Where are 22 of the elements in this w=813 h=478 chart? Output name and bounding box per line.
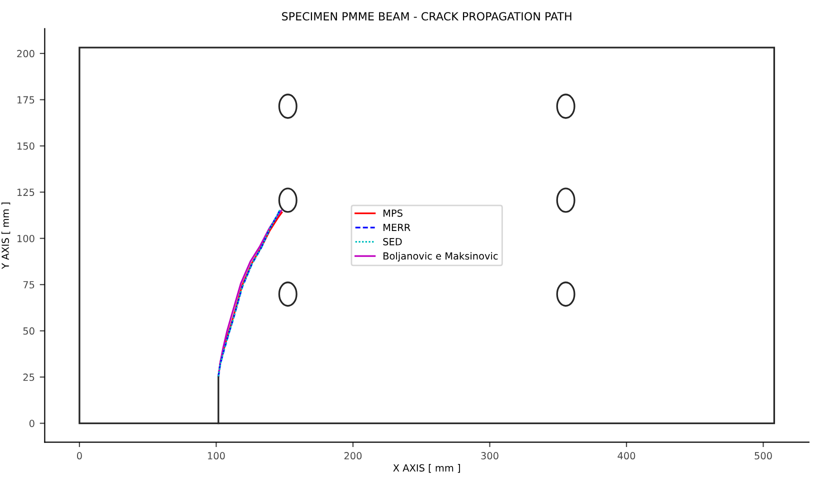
y-tick-label: 200 — [17, 50, 34, 58]
x-tick-label: 300 — [481, 452, 498, 460]
x-tick-label: 200 — [344, 452, 362, 460]
x-tick-label: 100 — [208, 452, 225, 460]
y-axis-title: Y AXIS [ mm ] — [1, 202, 10, 270]
legend-label: SED — [383, 238, 402, 246]
x-tick-label: 400 — [618, 452, 636, 460]
x-axis-title: X AXIS [ mm ] — [393, 464, 460, 473]
legend-label: MERR — [384, 224, 410, 231]
y-tick-label: 150 — [18, 142, 34, 150]
chart-title: SPECIMEN PMME BEAM - CRACK PROPAGATION PATH — [282, 12, 572, 21]
y-tick-label: 125 — [18, 188, 34, 196]
y-tick-label: 175 — [18, 96, 34, 104]
x-tick-label: 500 — [754, 452, 772, 460]
y-tick-label: 0 — [29, 420, 34, 428]
legend-label: Boljanovic e Maksinovic — [384, 252, 498, 262]
y-tick-label: 75 — [23, 281, 34, 288]
y-tick-label: 25 — [23, 374, 34, 381]
y-tick-label: 100 — [18, 234, 34, 242]
x-tick-label: 0 — [77, 452, 82, 460]
y-tick-label: 50 — [23, 327, 34, 335]
legend-label: MPS — [384, 209, 402, 217]
